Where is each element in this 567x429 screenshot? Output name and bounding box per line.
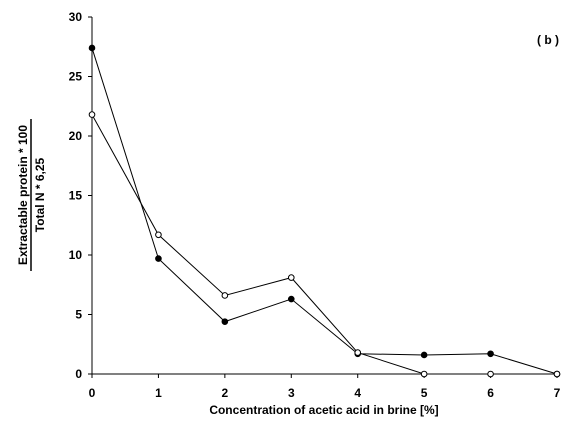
- data-point-series-1: [487, 370, 494, 378]
- data-point-series-0: [155, 255, 162, 262]
- x-tick-label: 0: [89, 386, 96, 400]
- y-axis-title: Extractable protein * 100 Total N * 6,25: [16, 119, 47, 271]
- axes: 0 1 2 3 4 5 6 7 0 5 10 15 20 25 30: [69, 10, 561, 400]
- x-tick-label: 5: [421, 386, 428, 400]
- data-point-series-0: [88, 44, 96, 52]
- x-tick-label: 6: [487, 386, 494, 400]
- y-tick-label: 30: [69, 10, 83, 24]
- y-tick-label: 20: [69, 129, 83, 143]
- x-tick-label: 2: [222, 386, 229, 400]
- series-layer: [88, 44, 561, 378]
- y-tick-label: 0: [75, 367, 82, 381]
- data-point-series-0: [287, 295, 295, 303]
- y-tick-label: 15: [69, 189, 83, 203]
- data-point-series-1: [553, 370, 561, 378]
- x-tick-label: 4: [354, 386, 361, 400]
- data-point-series-0: [487, 350, 494, 358]
- data-point-series-0: [221, 318, 229, 325]
- x-tick-label: 7: [554, 386, 561, 400]
- series-line-1: [91, 114, 557, 375]
- data-point-series-1: [221, 292, 229, 299]
- data-point-series-1: [287, 274, 295, 281]
- data-point-series-0: [420, 351, 428, 359]
- y-tick-label: 25: [69, 70, 83, 84]
- x-tick-label: 1: [155, 386, 162, 400]
- y-tick-label: 5: [75, 308, 82, 322]
- data-point-series-1: [420, 370, 428, 378]
- data-point-series-1: [88, 111, 96, 118]
- x-axis-title: Concentration of acetic acid in brine [%…: [209, 403, 438, 417]
- x-tick-label: 3: [288, 386, 295, 400]
- series-line-0: [91, 47, 558, 375]
- data-point-series-1: [155, 231, 162, 239]
- data-point-series-1: [354, 349, 362, 356]
- y-tick-label: 10: [69, 248, 83, 262]
- y-axis-title-denominator: Total N * 6,25: [33, 157, 47, 232]
- panel-label: ( b ): [537, 33, 559, 47]
- y-axis-title-numerator: Extractable protein * 100: [16, 125, 30, 265]
